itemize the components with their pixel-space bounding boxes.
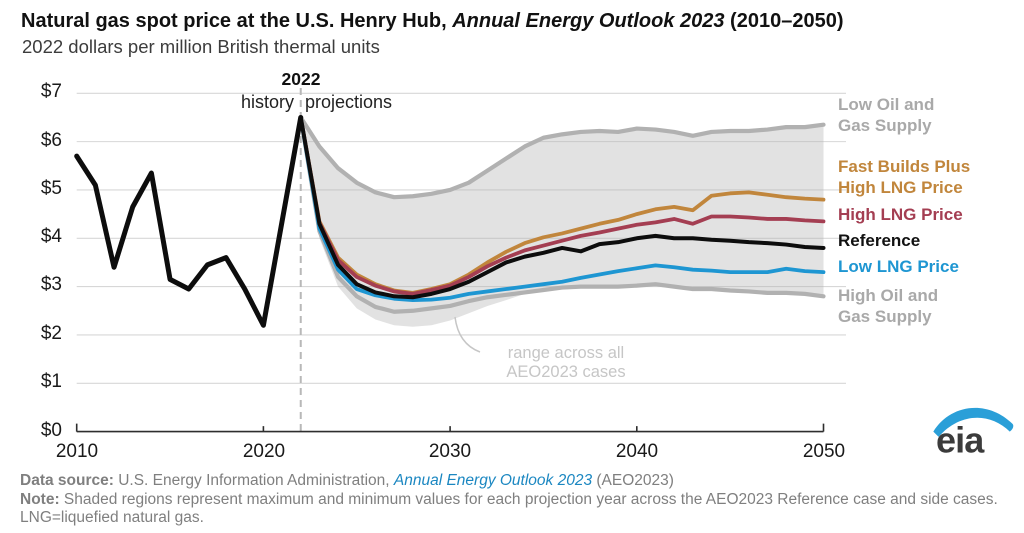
range-callout: range across all AEO2023 cases (506, 344, 626, 381)
y-axis-label: $4 (40, 226, 62, 247)
x-axis-label: 2020 (242, 441, 286, 462)
series-reference (298, 115, 826, 300)
history-label: history (240, 92, 294, 112)
title-text: Natural gas spot price at the U.S. Henry… (21, 10, 453, 32)
y-axis-label: $5 (40, 178, 62, 199)
aeo2023-link[interactable]: Annual Energy Outlook 2023 (393, 472, 593, 489)
legend-fast-builds-plus: Fast Builds Plus High LNG Price (838, 157, 971, 197)
series-high-lng-price (298, 115, 826, 296)
data-source-tail: (AEO2023) (592, 472, 674, 489)
range-band (300, 117, 824, 327)
y-axis-label: $2 (40, 323, 62, 344)
x-axis-label: 2040 (615, 441, 659, 462)
page-title: Natural gas spot price at the U.S. Henry… (21, 10, 843, 33)
data-source-label: Data source: (20, 472, 119, 489)
y-axis-label: $7 (40, 81, 62, 102)
y-axis-label: $6 (40, 130, 62, 151)
series-low-lng-price (298, 115, 826, 303)
legend-low-lng-price: Low LNG Price (838, 257, 959, 276)
divider-year-label: 2022 (281, 69, 321, 89)
y-axis-label: $0 (40, 420, 62, 441)
title-italic-text: Annual Energy Outlook 2023 (452, 10, 725, 32)
data-source-line: Data source: U.S. Energy Information Adm… (20, 472, 1012, 491)
series-low-oil-and-gas-supply (298, 115, 826, 200)
note-label: Note: (20, 490, 64, 508)
y-axis-label: $3 (40, 274, 62, 295)
x-axis-label: 2050 (802, 441, 846, 462)
note-text: Shaded regions represent maximum and min… (20, 490, 998, 527)
eia-logo: eia (928, 400, 1016, 463)
title-suffix-text: (2010–2050) (724, 10, 844, 32)
x-axis-label: 2010 (55, 441, 99, 462)
eia-swoosh-icon (933, 407, 1014, 437)
eia-logo-graphic: eia (933, 407, 1014, 461)
footer: Data source: U.S. Energy Information Adm… (20, 472, 1012, 528)
y-axis-label: $1 (40, 371, 62, 392)
callout-leader-line (454, 316, 481, 353)
legend-reference: Reference (838, 231, 921, 250)
chart-units-subtitle: 2022 dollars per million British thermal… (22, 36, 380, 57)
legend-high-oil-gas-supply: High Oil and Gas Supply (838, 286, 939, 326)
x-axis (75, 423, 825, 433)
data-source-text: U.S. Energy Information Administration, (118, 472, 394, 489)
projections-label: projections (305, 92, 393, 112)
x-axis-label: 2030 (428, 441, 472, 462)
series-history (74, 114, 304, 328)
eia-logo-text: eia (936, 420, 985, 458)
note-line: Note: Shaded regions represent maximum a… (20, 491, 1012, 528)
legend-low-oil-gas-supply: Low Oil and Gas Supply (838, 95, 935, 135)
legend-high-lng-price: High LNG Price (838, 205, 963, 224)
series-high-oil-and-gas-supply (298, 115, 826, 314)
